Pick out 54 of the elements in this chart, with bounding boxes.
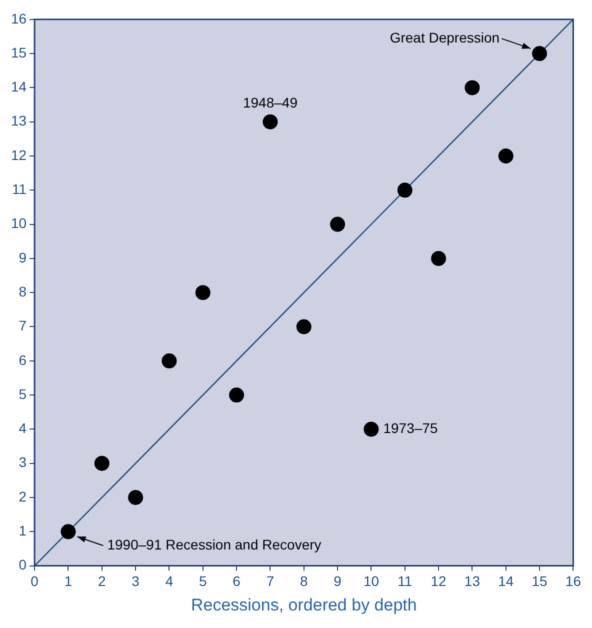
x-tick-label: 15 (532, 573, 548, 590)
x-tick-label: 0 (30, 573, 39, 590)
point (229, 388, 244, 403)
annotation: Great Depression (390, 29, 500, 46)
y-tick-label: 5 (18, 386, 27, 402)
y-tick-label: 13 (10, 112, 27, 129)
y-tick-label: 2 (18, 488, 27, 504)
point (464, 80, 480, 96)
point (364, 422, 379, 437)
x-tick-label: 12 (430, 573, 447, 590)
y-tick-label: 0 (18, 556, 27, 573)
y-tick-label: 6 (18, 352, 27, 368)
x-tick-label: 4 (165, 573, 174, 590)
y-tick-label: 8 (18, 283, 27, 300)
point (262, 114, 278, 130)
x-tick-label: 16 (565, 573, 582, 590)
y-tick-label: 4 (18, 420, 27, 436)
point (498, 148, 514, 164)
y-tick-label: 9 (18, 249, 27, 266)
x-tick-label: 11 (398, 573, 412, 590)
point (397, 182, 412, 198)
x-tick-label: 2 (98, 573, 106, 590)
point (431, 250, 446, 266)
x-tick-label: 9 (334, 573, 342, 590)
annotation: 1973–75 (383, 420, 438, 436)
point (94, 456, 110, 471)
x-tick-label: 5 (199, 573, 207, 590)
y-tick-label: 11 (12, 181, 27, 198)
point (162, 353, 177, 368)
point (296, 319, 312, 334)
x-axis-title: Recessions, ordered by depth (190, 595, 417, 614)
x-tick-label: 13 (464, 573, 480, 590)
x-tick-label: 10 (363, 573, 380, 590)
point (195, 285, 210, 300)
x-tick-label: 1 (64, 573, 72, 590)
y-tick-label: 16 (10, 10, 27, 26)
point (532, 46, 548, 62)
x-tick-label: 8 (300, 573, 308, 590)
point (60, 524, 76, 540)
y-tick-label: 1 (18, 522, 27, 539)
x-tick-label: 6 (232, 573, 241, 590)
y-tick-label: 15 (10, 44, 27, 60)
y-tick-label: 12 (10, 146, 27, 163)
x-tick-label: 3 (132, 573, 140, 590)
x-tick-label: 14 (498, 573, 514, 590)
point (330, 216, 346, 232)
y-tick-label: 10 (10, 215, 27, 232)
annotation: 1948–49 (242, 94, 298, 111)
point (128, 490, 144, 505)
y-tick-label: 14 (10, 78, 27, 95)
y-tick-label: 7 (18, 318, 27, 334)
annotation: 1990–91 Recession and Recovery (107, 536, 322, 553)
x-tick-label: 7 (266, 573, 274, 590)
y-tick-label: 3 (18, 454, 27, 470)
